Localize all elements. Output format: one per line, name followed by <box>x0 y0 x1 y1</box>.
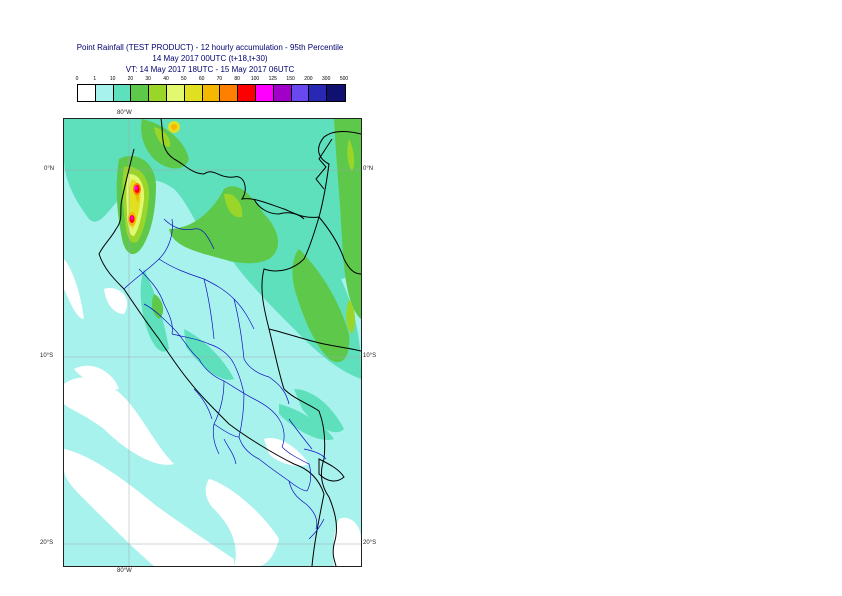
lat-label-right-10s: 10°S <box>363 353 377 359</box>
legend-swatch <box>149 85 167 101</box>
lat-label-left-20s: 20°S <box>40 540 54 546</box>
country-borders <box>98 119 361 566</box>
legend-threshold-label: 60 <box>198 76 205 82</box>
legend-swatch <box>95 85 114 101</box>
legend-swatch <box>220 85 239 101</box>
legend-threshold-label: 1 <box>93 76 97 82</box>
rain-30-40-areas <box>154 127 356 334</box>
rain-20-30-areas <box>141 119 361 363</box>
legend-threshold-label: 100 <box>250 76 260 82</box>
legend-threshold-label: 20 <box>127 76 134 82</box>
legend-threshold-label: 200 <box>304 76 313 82</box>
lon-label-top: 80°W <box>117 110 132 116</box>
chart-title: Point Rainfall (TEST PRODUCT) - 12 hourl… <box>76 43 344 52</box>
valid-time-subtitle: VT: 14 May 2017 18UTC - 15 May 2017 06UT… <box>125 65 295 74</box>
legend-swatch <box>78 85 96 101</box>
legend-color-bar <box>77 84 346 102</box>
legend-swatch <box>327 85 345 101</box>
legend-threshold-label: 0 <box>75 76 79 82</box>
legend-threshold-label: 30 <box>145 76 151 82</box>
lon-label-bottom: 80°W <box>117 568 132 574</box>
legend-threshold-label: 10 <box>109 76 116 82</box>
lat-label-left-10s: 10°S <box>40 353 54 359</box>
legend-swatch <box>291 85 310 101</box>
legend-threshold-label: 50 <box>181 76 187 82</box>
legend-threshold-label: 300 <box>322 76 331 82</box>
legend-threshold-label: 150 <box>286 76 295 82</box>
legend-swatch <box>113 85 132 101</box>
legend-swatch <box>255 85 274 101</box>
run-time-subtitle: 14 May 2017 00UTC (t+18,t+30) <box>152 54 268 63</box>
no-rain-areas <box>64 259 361 566</box>
admin-boundaries <box>123 218 327 540</box>
lat-label-left-0n: 0°N <box>44 166 55 172</box>
legend-swatch <box>273 85 292 101</box>
legend-threshold-label: 500 <box>339 76 349 82</box>
legend-swatch <box>184 85 203 101</box>
legend-swatch <box>309 85 328 101</box>
rainfall-map-svg <box>64 119 361 566</box>
graticule <box>64 119 361 566</box>
rainfall-map <box>63 118 362 567</box>
legend-threshold-label: 80 <box>234 76 240 82</box>
legend-threshold-label: 70 <box>216 76 223 82</box>
legend-swatch <box>166 85 185 101</box>
lat-label-right-0n: 0°N <box>363 166 374 172</box>
lat-label-right-20s: 20°S <box>363 540 377 546</box>
legend-swatch <box>131 85 150 101</box>
legend-threshold-label: 125 <box>268 76 277 82</box>
legend-swatch <box>238 85 256 101</box>
legend-threshold-label: 40 <box>163 76 169 82</box>
legend-swatch <box>202 85 221 101</box>
